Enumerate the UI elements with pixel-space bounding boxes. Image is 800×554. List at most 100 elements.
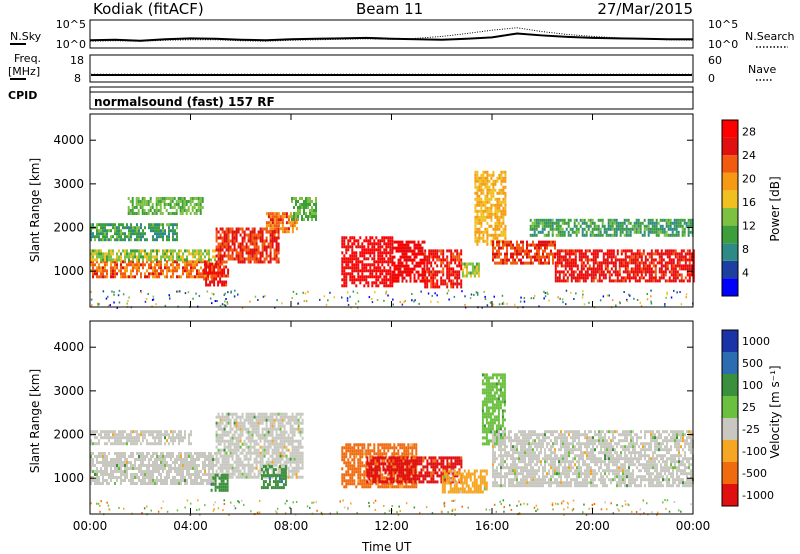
heat-speckle — [411, 299, 413, 302]
heat-cell — [590, 258, 593, 262]
heat-cell — [160, 473, 162, 476]
heat-cell — [625, 233, 628, 237]
heat-cell — [543, 221, 546, 225]
heat-cell — [183, 200, 186, 203]
heat-cell — [190, 272, 192, 276]
heat-cell — [172, 269, 174, 273]
heat-speckle — [404, 299, 406, 302]
heat-speckle — [403, 301, 405, 304]
heat-cell — [239, 415, 242, 419]
heat-cell — [409, 270, 412, 274]
heat-cell — [261, 457, 264, 461]
heat-cell — [514, 249, 516, 253]
heat-cell — [622, 249, 625, 253]
heat-cell — [124, 249, 126, 253]
heat-speckle — [350, 306, 352, 309]
heat-cell — [92, 430, 94, 434]
heat-cell — [158, 226, 160, 230]
heat-cell — [391, 251, 394, 255]
heat-cell — [599, 233, 602, 237]
heat-cell — [163, 197, 166, 200]
heat-cell — [381, 254, 384, 258]
heat-cell — [146, 442, 148, 446]
heat-cell — [96, 249, 98, 253]
heat-cell — [450, 258, 453, 262]
heat-cell — [158, 272, 160, 276]
heat-cell — [357, 266, 360, 270]
heat-cell — [461, 274, 464, 278]
heat-cell — [259, 412, 262, 416]
heat-cell — [247, 460, 250, 464]
heat-cell — [626, 255, 629, 259]
heat-cell — [434, 285, 437, 289]
heat-cell — [351, 245, 354, 249]
heat-cell — [239, 439, 242, 443]
heat-cell — [235, 412, 238, 416]
heat-cell — [692, 276, 695, 280]
heat-cell — [106, 223, 108, 227]
heat-cell — [170, 470, 172, 473]
heat-cell — [162, 255, 164, 259]
heat-cell — [659, 230, 662, 234]
heat-cell — [150, 263, 152, 267]
heat-cell — [130, 249, 132, 253]
heat-cell — [176, 269, 178, 273]
ytick-label: 3000 — [53, 177, 84, 191]
heat-cell — [169, 197, 172, 200]
heat-cell — [643, 233, 646, 237]
freq-tick-1: 8 — [74, 72, 81, 85]
heat-cell — [209, 268, 212, 272]
heat-cell — [355, 257, 358, 261]
heat-cell — [233, 421, 236, 425]
heat-cell — [583, 227, 586, 231]
heat-cell — [633, 227, 636, 231]
heat-cell — [688, 276, 691, 280]
heat-cell — [496, 218, 499, 222]
heat-cell — [134, 467, 136, 470]
heat-cell — [500, 252, 502, 256]
heat-cell — [492, 173, 495, 177]
heat-cell — [610, 252, 613, 256]
heat-cell — [575, 227, 578, 231]
heat-cell — [172, 467, 174, 470]
heat-cell — [98, 439, 100, 443]
heat-cell — [413, 243, 416, 247]
heat-cell — [293, 224, 296, 228]
heat-cell — [574, 261, 577, 265]
heat-cell — [116, 479, 118, 482]
heat-cell — [249, 469, 252, 473]
heat-cell — [591, 233, 594, 237]
heat-cell — [204, 461, 206, 464]
heat-cell — [458, 252, 461, 256]
heat-cell — [160, 439, 162, 443]
heat-cell — [251, 424, 254, 428]
heat-cell — [623, 221, 626, 225]
heat-cell — [172, 266, 174, 270]
heat-cell — [385, 272, 388, 276]
heat-cell — [365, 281, 368, 285]
heat-cell — [379, 248, 382, 252]
heat-cell — [172, 232, 174, 236]
heat-cell — [279, 424, 282, 428]
heat-cell — [221, 418, 224, 422]
heat-cell — [204, 249, 206, 253]
heat-cell — [156, 467, 158, 470]
heat-cell — [554, 270, 557, 274]
heat-cell — [253, 236, 256, 240]
heat-cell — [478, 197, 481, 201]
heat-cell — [215, 463, 218, 467]
heat-cell — [628, 279, 631, 283]
heat-cell — [361, 272, 364, 276]
heat-cell — [652, 270, 655, 274]
heat-cell — [596, 267, 599, 271]
heat-cell — [144, 482, 146, 485]
heat-cell — [231, 242, 234, 246]
heat-cell — [130, 275, 132, 279]
heat-cell — [504, 170, 507, 174]
heat-cell — [241, 433, 244, 437]
heat-cell — [136, 473, 138, 476]
heat-cell — [261, 251, 264, 255]
heat-cell — [359, 278, 362, 282]
heat-cell — [567, 218, 570, 222]
heat-cell — [498, 200, 501, 204]
